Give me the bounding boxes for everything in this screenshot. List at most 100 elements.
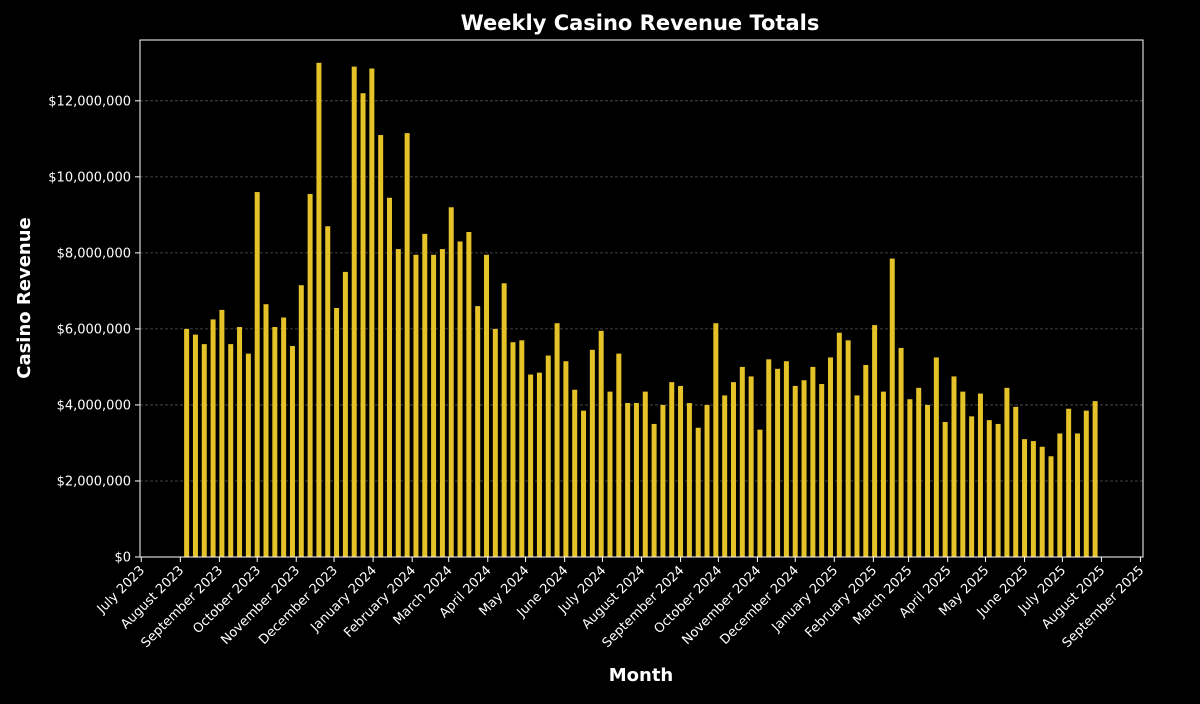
bar xyxy=(1048,456,1054,557)
bar xyxy=(819,384,825,557)
bar xyxy=(1039,446,1045,557)
bar xyxy=(422,233,428,557)
bar xyxy=(678,385,684,557)
bar xyxy=(1013,406,1019,557)
bar xyxy=(351,66,357,557)
y-tick-label: $2,000,000 xyxy=(57,474,131,489)
bar xyxy=(554,323,560,557)
bar xyxy=(616,353,622,557)
bar xyxy=(431,254,437,557)
bar xyxy=(686,403,692,557)
bar xyxy=(1022,439,1028,557)
bar xyxy=(484,254,490,557)
bar xyxy=(395,249,401,558)
bar xyxy=(633,403,639,557)
bar xyxy=(466,231,472,558)
bar xyxy=(475,306,481,557)
bar xyxy=(581,410,587,557)
bar xyxy=(369,68,375,557)
bar xyxy=(898,347,904,557)
bar xyxy=(810,366,816,557)
bar xyxy=(907,399,913,557)
bar xyxy=(1004,387,1010,557)
bar xyxy=(951,376,957,557)
bar xyxy=(325,226,331,557)
bar xyxy=(201,344,207,557)
bar xyxy=(1066,408,1072,557)
bar xyxy=(757,429,763,557)
bar xyxy=(457,241,463,557)
bar xyxy=(730,382,736,557)
bar xyxy=(281,317,287,557)
bar xyxy=(448,207,454,557)
bar xyxy=(704,404,710,557)
bar xyxy=(563,361,569,557)
bar xyxy=(863,365,869,557)
bar xyxy=(845,340,851,557)
bar xyxy=(775,368,781,557)
bar xyxy=(439,249,445,558)
bar xyxy=(713,323,719,557)
bar xyxy=(792,385,798,557)
bar xyxy=(766,359,772,557)
bar xyxy=(942,422,948,557)
bar xyxy=(404,133,410,557)
bar xyxy=(651,423,657,557)
bar xyxy=(669,382,675,557)
bar xyxy=(237,327,243,557)
bar xyxy=(572,389,578,557)
bar xyxy=(342,271,348,557)
bar xyxy=(836,332,842,557)
chart-title: Weekly Casino Revenue Totals xyxy=(461,11,820,35)
plot-frame xyxy=(139,39,1144,558)
bar xyxy=(625,403,631,557)
bar xyxy=(378,135,384,558)
bar xyxy=(360,93,366,558)
bar xyxy=(184,328,190,557)
bar xyxy=(925,404,931,557)
bar xyxy=(828,357,834,557)
bar xyxy=(245,353,251,557)
bar xyxy=(854,395,860,557)
y-tick-label: $10,000,000 xyxy=(48,170,131,185)
bar xyxy=(210,319,216,557)
bar xyxy=(307,193,313,557)
y-tick-label: $4,000,000 xyxy=(57,398,131,413)
bar xyxy=(722,395,728,557)
bar xyxy=(1074,433,1080,557)
bar xyxy=(598,330,604,557)
bar xyxy=(739,366,745,557)
y-axis-label: Casino Revenue xyxy=(14,217,35,379)
bar xyxy=(289,346,295,557)
bar xyxy=(510,342,516,557)
bar xyxy=(995,423,1001,557)
y-tick-label: $12,000,000 xyxy=(48,94,131,109)
bar xyxy=(1083,410,1089,557)
bar xyxy=(272,327,278,557)
bar xyxy=(916,387,922,557)
bar xyxy=(334,308,340,557)
bar xyxy=(642,391,648,557)
bar xyxy=(783,361,789,557)
bar xyxy=(413,254,419,557)
bar xyxy=(192,334,198,557)
bar xyxy=(933,357,939,557)
bar xyxy=(263,304,269,557)
bar xyxy=(536,372,542,557)
bar xyxy=(872,325,878,557)
bar xyxy=(889,258,895,557)
bar xyxy=(228,344,234,557)
bar xyxy=(660,404,666,557)
x-axis-label: Month xyxy=(609,665,674,686)
bar xyxy=(695,427,701,557)
y-tick-label: $0 xyxy=(114,551,131,566)
bar xyxy=(528,374,534,557)
bar xyxy=(501,283,507,557)
bar xyxy=(519,340,525,557)
bar xyxy=(298,285,304,557)
bar xyxy=(960,391,966,557)
bar xyxy=(986,420,992,557)
y-tick-label: $8,000,000 xyxy=(57,246,131,261)
bar xyxy=(1092,401,1098,557)
